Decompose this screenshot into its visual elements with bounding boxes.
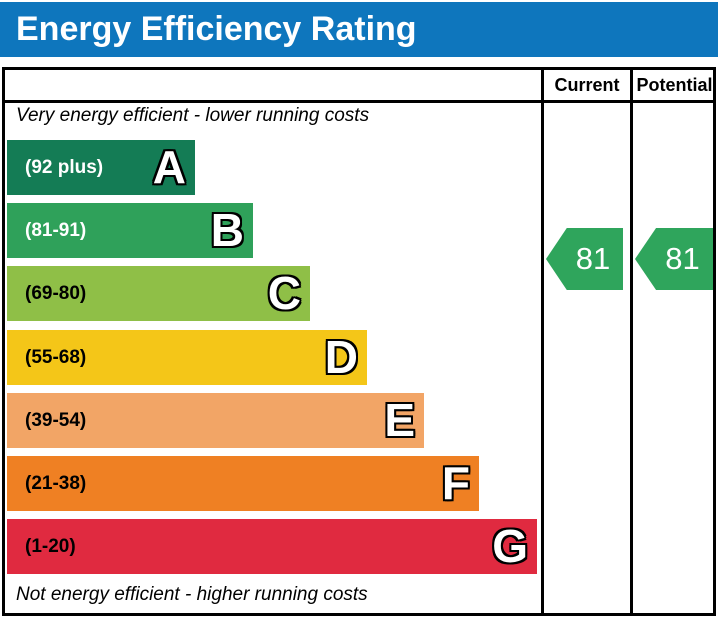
band-letter: F [441, 457, 470, 509]
band-range-label: (21-38) [25, 472, 87, 494]
top-note: Very energy efficient - lower running co… [16, 105, 370, 126]
title-banner: Energy Efficiency Rating [0, 2, 718, 57]
band-letter: G [492, 520, 528, 572]
band-row-e: (39-54) E [7, 393, 424, 448]
page-title: Energy Efficiency Rating [16, 10, 417, 48]
column-header-potential: Potential [636, 75, 713, 95]
band-range-label: (55-68) [25, 346, 87, 368]
bottom-note: Not energy efficient - higher running co… [16, 584, 368, 605]
column-divider-potential [630, 67, 633, 616]
band-letter: C [267, 267, 301, 319]
band-row-c: (69-80) C [7, 266, 310, 321]
column-header-current: Current [554, 75, 620, 95]
band-row-g: (1-20) G [7, 519, 537, 574]
band-letter: D [324, 331, 358, 383]
band-range-label: (39-54) [25, 409, 87, 431]
current-rating-value: 81 [575, 241, 611, 276]
band-letter: A [152, 141, 186, 193]
potential-rating-value: 81 [665, 241, 700, 276]
band-row-f: (21-38) F [7, 456, 479, 511]
band-range-label: (92 plus) [25, 156, 104, 178]
band-row-b: (81-91) B [7, 203, 253, 258]
band-range-label: (69-80) [25, 282, 87, 304]
band-letter: B [210, 204, 244, 256]
band-letter: E [384, 394, 415, 446]
band-range-label: (1-20) [25, 535, 76, 557]
band-range-label: (81-91) [25, 219, 87, 241]
band-row-a: (92 plus) A [7, 140, 195, 195]
column-divider-current [541, 67, 544, 616]
band-row-d: (55-68) D [7, 330, 367, 385]
header-divider [2, 100, 716, 103]
